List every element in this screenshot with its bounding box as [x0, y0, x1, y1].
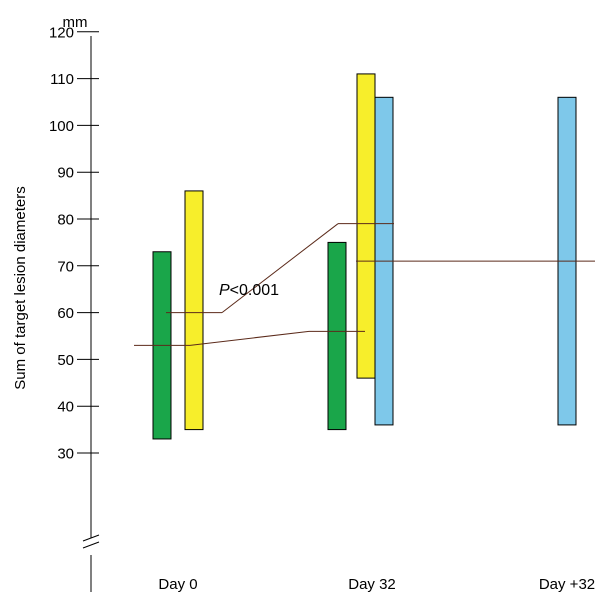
y-tick-label-120: 120 [49, 24, 74, 41]
y-tick-label-90: 90 [57, 165, 74, 182]
p-value-text: <0.001 [230, 282, 279, 299]
bar-yellow-0 [184, 190, 204, 431]
y-tick-label-80: 80 [57, 212, 74, 229]
y-tick-label-70: 70 [57, 258, 74, 275]
bars-group [152, 73, 577, 440]
y-tick-label-110: 110 [50, 71, 74, 88]
y-tick-label-60: 60 [57, 305, 74, 322]
x-tick-labels-group: Day 0 Day 32 Day +32 [158, 576, 595, 592]
bar-green-1 [327, 241, 347, 431]
y-axis-label: Sum of target lesion diameters [12, 186, 29, 389]
median-trend-yellow-0 [221, 223, 339, 313]
y-tick-label-30: 30 [57, 446, 74, 463]
y-tick-label-40: 40 [57, 399, 74, 416]
y-tick-label-100: 100 [49, 118, 74, 135]
p-value-letter: P [219, 282, 230, 299]
p-value-annotation: P<0.001 [219, 282, 279, 299]
y-axis-unit: mm [63, 14, 88, 31]
y-axis-group: mm Sum of target lesion diameters [12, 14, 100, 592]
x-tick-label-0: Day 0 [158, 576, 197, 592]
x-tick-label-2: Day +32 [539, 576, 595, 592]
x-tick-label-1: Day 32 [348, 576, 396, 592]
bar-yellow-1 [356, 73, 376, 379]
axis-break-mark [82, 534, 100, 549]
y-tick-label-50: 50 [57, 352, 74, 369]
median-trend-green-0 [189, 330, 310, 346]
y-ticks-group: 30 40 50 60 70 80 90 100 110 120 [49, 24, 99, 463]
medians-group [134, 223, 595, 346]
